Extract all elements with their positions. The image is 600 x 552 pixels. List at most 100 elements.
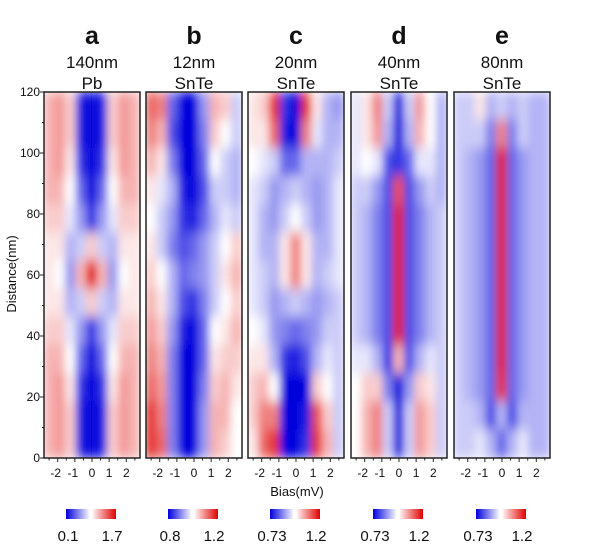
heatmap-cell (517, 204, 530, 234)
heatmap-cell (268, 373, 281, 403)
x-tick-label: -2 (254, 466, 265, 480)
heatmap-cell (64, 92, 77, 121)
heatmap-cell (96, 344, 109, 375)
heatmap-cell (198, 288, 211, 318)
heatmap-cell (393, 92, 405, 121)
heatmap-cell (64, 175, 77, 206)
heatmap-cell (528, 119, 540, 149)
panel-material: Pb (82, 74, 103, 93)
heatmap-cell (435, 260, 447, 290)
x-tick-label: 1 (516, 466, 523, 480)
heatmap-cell (279, 232, 292, 262)
heatmap-cell (258, 373, 270, 403)
heatmap-cell (44, 401, 56, 431)
heatmap-cell (220, 373, 232, 403)
heatmap-cell (517, 373, 530, 403)
heatmap-cell (454, 92, 466, 121)
heatmap-cell (156, 288, 168, 318)
heatmap-cell (332, 92, 344, 121)
heatmap-cell (156, 260, 168, 290)
heatmap-cell (393, 373, 405, 403)
heatmap-cell (496, 288, 508, 318)
heatmap-cell (528, 429, 540, 458)
heatmap-cell (146, 429, 158, 458)
heatmap-cell (311, 316, 324, 346)
heatmap-cell (258, 175, 270, 206)
heatmap-cell (96, 92, 109, 121)
heatmap-cell (279, 344, 292, 375)
heatmap-cell (177, 175, 190, 206)
heatmap-cell (474, 204, 487, 234)
heatmap-cell (403, 147, 416, 177)
heatmap-cell (528, 92, 540, 121)
heatmap-cell (248, 401, 260, 431)
heatmap-cell (290, 288, 302, 318)
heatmap-cell (188, 260, 200, 290)
heatmap-cell (107, 204, 120, 234)
heatmap-cell (64, 119, 77, 149)
heatmap-cell (279, 147, 292, 177)
heatmap-cell (351, 429, 363, 458)
heatmap-cell (332, 373, 344, 403)
heatmap-cell (230, 288, 242, 318)
heatmap-cell (96, 316, 109, 346)
heatmap-cell (528, 401, 540, 431)
panel-thickness: 80nm (481, 53, 524, 72)
heatmap-cell (311, 232, 324, 262)
panel-thickness: 20nm (275, 53, 318, 72)
heatmap-cell (351, 373, 363, 403)
heatmap-cell (371, 232, 384, 262)
heatmap-cell (361, 316, 373, 346)
x-tick-label: -2 (357, 466, 368, 480)
heatmap-cell (258, 92, 270, 121)
heatmap-cell (248, 288, 260, 318)
heatmap-cell (351, 344, 363, 375)
heatmap-cell (44, 288, 56, 318)
heatmap-cell (86, 232, 98, 262)
heatmap-cell (96, 232, 109, 262)
heatmap-cell (156, 119, 168, 149)
heatmap-cell (230, 232, 242, 262)
heatmap-cell (107, 373, 120, 403)
colorbar-high (297, 509, 320, 519)
heatmap-cell (351, 288, 363, 318)
heatmap-cell (361, 175, 373, 206)
heatmap-cell (177, 344, 190, 375)
heatmap-cell (220, 316, 232, 346)
heatmap-cell (290, 401, 302, 431)
heatmap-cell (322, 92, 334, 121)
heatmap-cell (517, 288, 530, 318)
heatmap-cell (290, 92, 302, 121)
heatmap-cell (118, 119, 130, 149)
heatmap-cell (279, 260, 292, 290)
heatmap-cell (454, 373, 466, 403)
heatmap-cell (414, 401, 427, 431)
heatmap-cell (464, 260, 476, 290)
heatmap-cell (209, 147, 222, 177)
heatmap-cell (393, 429, 405, 458)
heatmap-cell (382, 92, 395, 121)
heatmap-cell (96, 401, 109, 431)
heatmap-cell (474, 401, 487, 431)
heatmap-cell (230, 119, 242, 149)
heatmap-cell (435, 119, 447, 149)
heatmap-cell (209, 344, 222, 375)
heatmap-cell (177, 288, 190, 318)
heatmap-cell (128, 232, 140, 262)
heatmap-cell (403, 92, 416, 121)
heatmap-cell (332, 232, 344, 262)
heatmap-cell (485, 92, 498, 121)
heatmap-cell (485, 373, 498, 403)
heatmap-cell (361, 232, 373, 262)
heatmap-cell (128, 429, 140, 458)
heatmap-cell (351, 260, 363, 290)
heatmap-cell (454, 232, 466, 262)
heatmap-cell (464, 344, 476, 375)
panel-material: SnTe (175, 74, 214, 93)
heatmap-cell (230, 401, 242, 431)
heatmap-cell (209, 232, 222, 262)
heatmap-cell (506, 401, 519, 431)
heatmap-cell (86, 175, 98, 206)
heatmap (248, 92, 344, 458)
heatmap-cell (311, 147, 324, 177)
